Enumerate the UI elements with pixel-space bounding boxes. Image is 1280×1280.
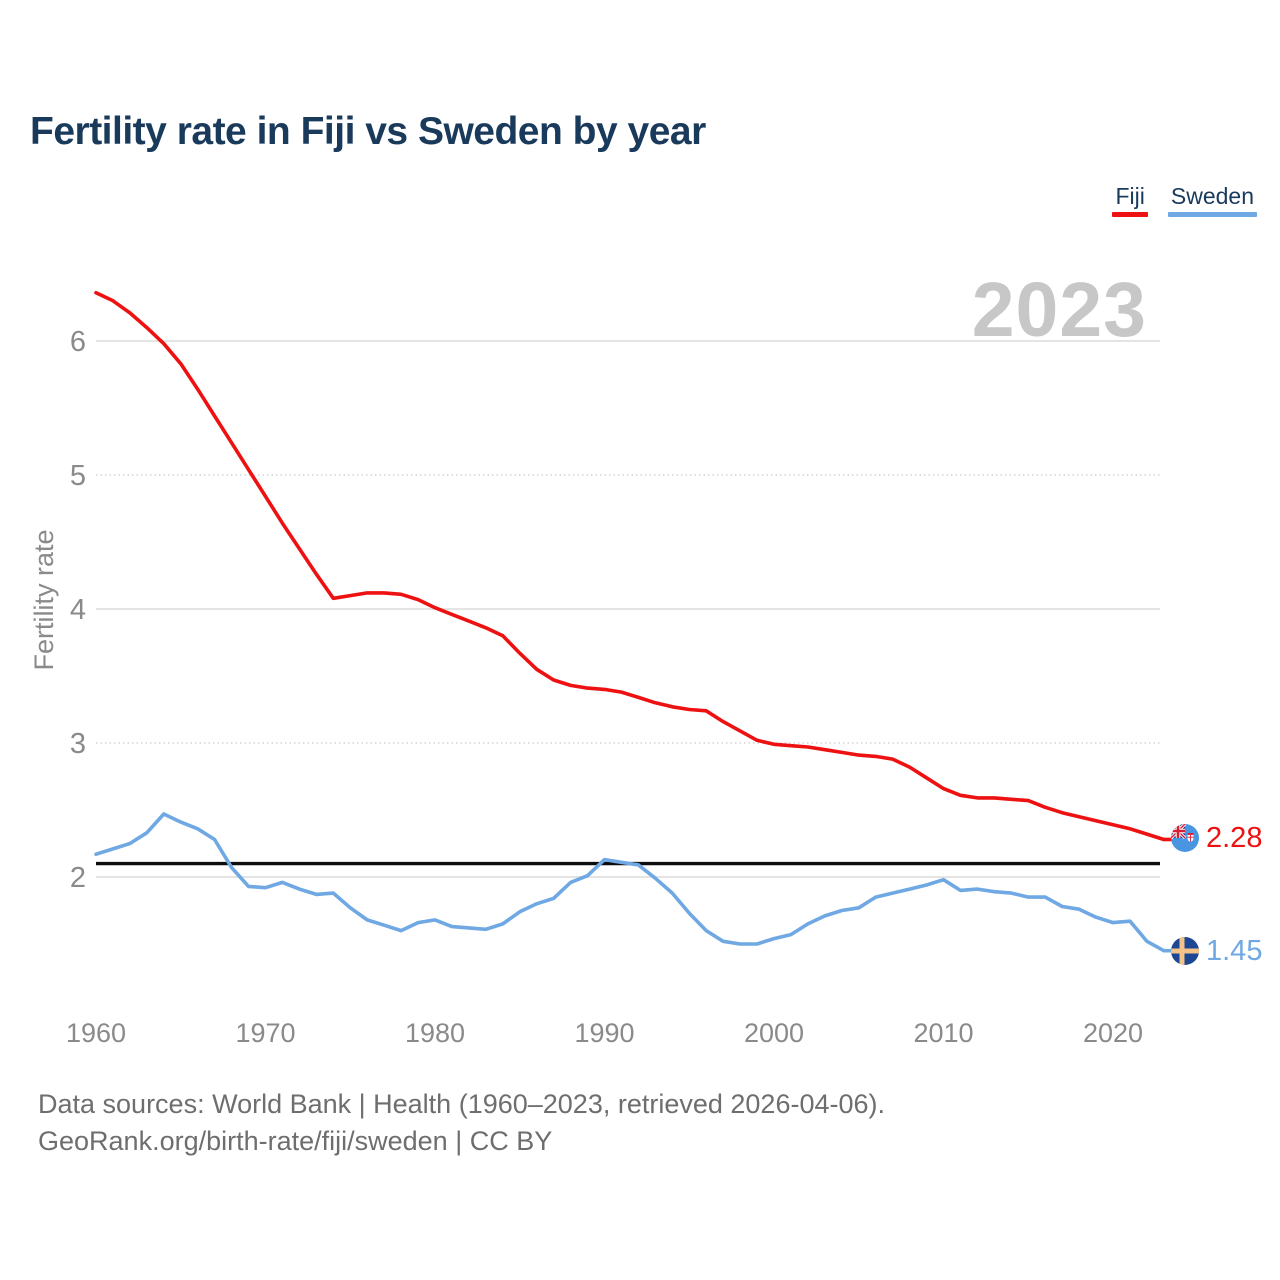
legend-label-fiji: Fiji bbox=[1115, 183, 1145, 209]
x-tick-label-2000: 2000 bbox=[744, 1018, 804, 1048]
x-tick-label-1960: 1960 bbox=[66, 1018, 126, 1048]
x-tick-label-1980: 1980 bbox=[405, 1018, 465, 1048]
x-tick-label-1990: 1990 bbox=[574, 1018, 634, 1048]
footer-sources-line: Data sources: World Bank | Health (1960–… bbox=[38, 1089, 885, 1119]
x-tick-label-2010: 2010 bbox=[913, 1018, 973, 1048]
x-tick-label-1970: 1970 bbox=[235, 1018, 295, 1048]
legend-underline-fiji bbox=[1112, 212, 1148, 217]
series-line-fiji bbox=[94, 290, 1166, 842]
legend-item-sweden[interactable]: Sweden bbox=[1167, 183, 1257, 217]
series-line-sweden bbox=[94, 812, 1166, 953]
end-label-value-sweden: 1.45 bbox=[1206, 935, 1263, 967]
watermark-year: 2023 bbox=[971, 267, 1147, 353]
end-label-fiji: 2.28 bbox=[1171, 822, 1263, 854]
y-tick-label-2: 2 bbox=[70, 862, 86, 894]
legend-underline-sweden bbox=[1167, 212, 1257, 217]
footer: Data sources: World Bank | Health (1960–… bbox=[38, 1086, 885, 1160]
fiji-flag-icon bbox=[1171, 824, 1199, 852]
footer-attribution-line: GeoRank.org/birth-rate/fiji/sweden | CC … bbox=[38, 1126, 553, 1156]
sweden-flag-icon bbox=[1171, 937, 1199, 965]
legend-item-fiji[interactable]: Fiji bbox=[1112, 183, 1148, 217]
y-tick-label-6: 6 bbox=[70, 326, 86, 358]
y-tick-label-3: 3 bbox=[70, 728, 86, 760]
end-label-sweden: 1.45 bbox=[1171, 935, 1263, 967]
end-label-value-fiji: 2.28 bbox=[1206, 822, 1263, 854]
y-tick-label-4: 4 bbox=[70, 594, 86, 626]
y-tick-label-5: 5 bbox=[70, 460, 86, 492]
legend-label-sweden: Sweden bbox=[1170, 183, 1254, 209]
legend: Fiji Sweden bbox=[1112, 183, 1257, 217]
chart-title: Fertility rate in Fiji vs Sweden by year bbox=[30, 110, 706, 153]
x-tick-label-2020: 2020 bbox=[1083, 1018, 1143, 1048]
